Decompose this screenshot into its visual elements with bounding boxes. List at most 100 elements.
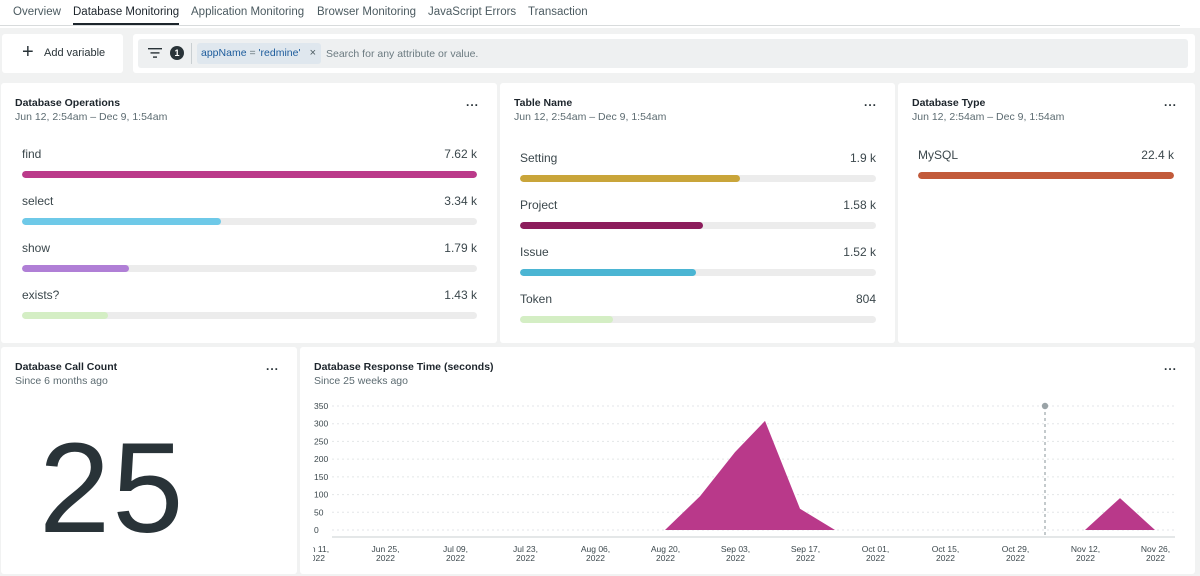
plus-icon: + (22, 41, 34, 63)
bar-track (22, 265, 477, 272)
active-tab-indicator (73, 23, 179, 25)
x-tick-label: Nov 26, (1141, 544, 1170, 554)
remove-filter-icon[interactable]: × (309, 47, 316, 59)
x-tick-year: 2022 (726, 553, 745, 563)
bar-fill (520, 316, 614, 323)
x-tick-year: 2022 (656, 553, 675, 563)
filter-icon[interactable] (148, 47, 162, 59)
bar-label: Project (520, 198, 558, 212)
add-variable-label: Add variable (44, 47, 106, 59)
bar-fill (22, 312, 108, 319)
bar-fill (22, 265, 129, 272)
tab-javascript-errors[interactable]: JavaScript Errors (428, 6, 517, 18)
bar-value: 1.58 k (843, 198, 876, 212)
bar-label: exists? (22, 288, 60, 302)
x-tick-year: 2022 (796, 553, 815, 563)
more-options-icon[interactable]: ... (1163, 95, 1177, 109)
area-series (665, 420, 1155, 530)
card-subtitle: Jun 12, 2:54am – Dec 9, 1:54am (15, 111, 168, 123)
bar-value: 1.9 k (849, 151, 876, 165)
more-options-icon[interactable]: ... (465, 95, 479, 109)
bar-track (22, 171, 477, 178)
bar-row[interactable]: MySQL 22.4 k (918, 148, 1174, 182)
y-tick-label: 350 (314, 401, 328, 411)
x-tick-year: 2022 (516, 553, 535, 563)
bar-track (520, 222, 876, 229)
card-subtitle: Since 6 months ago (15, 375, 108, 387)
bar-fill (22, 218, 222, 225)
variable-bar: + Add variable 1 appName = 'redmine' × (0, 28, 1200, 78)
filter-count-badge: 1 (170, 46, 184, 60)
bar-label: Setting (520, 151, 558, 165)
bar-row[interactable]: Setting 1.9 k (520, 151, 876, 185)
bar-value: 3.34 k (444, 194, 477, 208)
x-tick-label: Oct 01, (862, 544, 889, 554)
card-title: Database Call Count (15, 361, 118, 373)
y-tick-label: 50 (314, 507, 324, 517)
bar-row[interactable]: Project 1.58 k (520, 198, 876, 232)
bar-value: 7.62 k (444, 147, 477, 161)
x-tick-year: 2022 (376, 553, 395, 563)
bar-track (520, 269, 876, 276)
y-tick-label: 250 (314, 436, 328, 446)
more-options-icon[interactable]: ... (265, 359, 279, 373)
call-count-value: 25 (39, 417, 186, 560)
card-database-response-time: Database Response Time (seconds) Since 2… (300, 347, 1195, 574)
x-tick-year: 2022 (446, 553, 465, 563)
y-tick-label: 300 (314, 419, 328, 429)
x-tick-year: 2022 (866, 553, 885, 563)
bar-row[interactable]: exists? 1.43 k (22, 288, 477, 322)
x-tick-label: Jun 25, (372, 544, 400, 554)
bar-value: 1.43 k (444, 288, 477, 302)
bar-row[interactable]: Token 804 (520, 292, 876, 326)
bar-fill (520, 269, 697, 276)
more-options-icon[interactable]: ... (1163, 359, 1177, 373)
bar-value: 1.52 k (843, 245, 876, 259)
tab-browser-monitoring[interactable]: Browser Monitoring (317, 6, 417, 18)
filter-bar-inner: 1 appName = 'redmine' × (138, 39, 1188, 68)
bar-track (918, 172, 1174, 179)
y-tick-label: 200 (314, 454, 328, 464)
bar-row[interactable]: show 1.79 k (22, 241, 477, 275)
card-database-operations: Database Operations Jun 12, 2:54am – Dec… (1, 83, 497, 343)
card-title: Database Type (912, 97, 986, 109)
more-options-icon[interactable]: ... (863, 95, 877, 109)
x-tick-label: Aug 20, (651, 544, 680, 554)
x-tick-label: Oct 15, (932, 544, 959, 554)
card-title: Database Response Time (seconds) (314, 361, 494, 373)
tab-overview[interactable]: Overview (13, 6, 61, 18)
bar-value: 804 (855, 292, 876, 306)
add-variable-button[interactable]: + Add variable (2, 34, 123, 73)
card-database-type: Database Type Jun 12, 2:54am – Dec 9, 1:… (898, 83, 1195, 343)
filter-chip-value: 'redmine' (258, 47, 301, 59)
card-subtitle: Jun 12, 2:54am – Dec 9, 1:54am (514, 111, 667, 123)
x-tick-label: Jul 09, (443, 544, 468, 554)
bar-fill (520, 222, 704, 229)
tab-database-monitoring[interactable]: Database Monitoring (73, 6, 180, 18)
y-tick-label: 100 (314, 490, 328, 500)
filter-chip[interactable]: appName = 'redmine' × (197, 43, 321, 64)
tab-application-monitoring[interactable]: Application Monitoring (191, 6, 305, 18)
bar-track (22, 218, 477, 225)
bar-row[interactable]: select 3.34 k (22, 194, 477, 228)
tab-transaction[interactable]: Transaction (528, 6, 588, 18)
x-tick-label: Nov 12, (1071, 544, 1100, 554)
bar-track (520, 316, 876, 323)
bar-label: select (22, 194, 54, 208)
filter-search-input[interactable] (326, 43, 926, 64)
bar-row[interactable]: Issue 1.52 k (520, 245, 876, 279)
bar-label: show (22, 241, 51, 255)
bar-row[interactable]: find 7.62 k (22, 147, 477, 181)
y-tick-label: 0 (314, 525, 319, 535)
x-tick-label: Oct 29, (1002, 544, 1029, 554)
bar-value: 22.4 k (1141, 148, 1174, 162)
card-database-call-count: Database Call Count Since 6 months ago .… (1, 347, 297, 574)
bar-track (22, 312, 477, 319)
card-subtitle: Since 25 weeks ago (314, 375, 408, 387)
filter-chip-key: appName (201, 47, 247, 59)
bar-fill (22, 171, 477, 178)
card-title: Table Name (514, 97, 573, 109)
card-table-name: Table Name Jun 12, 2:54am – Dec 9, 1:54a… (500, 83, 895, 343)
x-tick-year: 2022 (306, 553, 325, 563)
